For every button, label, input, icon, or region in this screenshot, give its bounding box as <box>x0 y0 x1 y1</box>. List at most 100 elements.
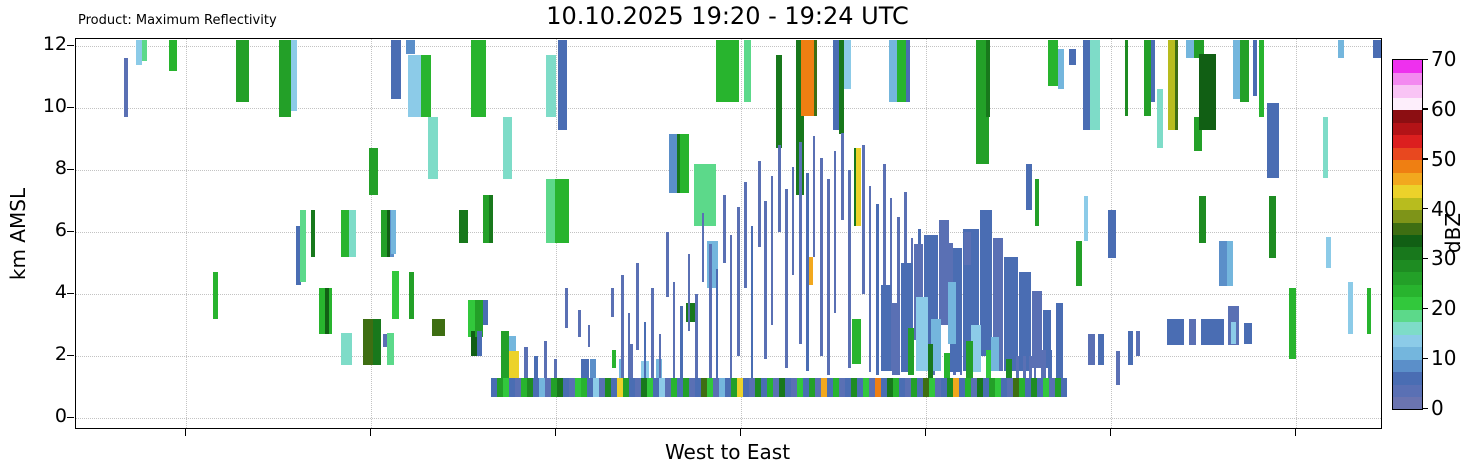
reflectivity-bar <box>1240 39 1249 102</box>
reflectivity-bar <box>964 232 971 265</box>
reflectivity-bar <box>1034 356 1036 378</box>
colorbar-segment <box>1393 321 1422 335</box>
reflectivity-bar <box>428 117 438 180</box>
ground-echo-cell <box>491 378 497 397</box>
reflectivity-bar <box>1128 331 1133 366</box>
y-tick-mark <box>67 230 74 232</box>
reflectivity-bar <box>1084 196 1088 242</box>
reflectivity-bar <box>1056 303 1063 379</box>
reflectivity-bar <box>1019 272 1031 372</box>
reflectivity-bar <box>475 300 483 338</box>
ground-echo-cell <box>809 378 815 397</box>
reflectivity-bar <box>142 39 147 62</box>
reflectivity-bar <box>986 39 990 118</box>
reflectivity-bar <box>694 163 716 226</box>
colorbar-segment <box>1393 246 1422 260</box>
x-gridline <box>186 39 187 428</box>
ground-echo-cell <box>665 378 671 397</box>
ground-echo-cell <box>839 378 845 397</box>
colorbar-segment <box>1393 271 1422 285</box>
reflectivity-bar <box>349 210 356 257</box>
reflectivity-bar <box>892 303 900 375</box>
colorbar-tick-mark <box>1422 407 1428 409</box>
colorbar-tick-label: 50 <box>1431 146 1457 171</box>
colorbar-tick-label: 70 <box>1431 47 1457 71</box>
reflectivity-bar <box>881 284 891 372</box>
reflectivity-bar <box>854 148 856 226</box>
reflectivity-bar <box>1151 39 1155 102</box>
reflectivity-bar <box>581 359 589 380</box>
reflectivity-bar <box>408 55 421 118</box>
ground-echo-cell <box>749 378 755 397</box>
reflectivity-bar <box>213 272 218 319</box>
reflectivity-bar <box>1029 356 1032 378</box>
ground-echo-cell <box>797 378 803 397</box>
ground-echo-cell <box>653 378 659 397</box>
reflectivity-bar <box>612 349 616 369</box>
colorbar-segment <box>1393 147 1422 161</box>
reflectivity-bar <box>1043 309 1051 369</box>
reflectivity-bar <box>311 210 315 257</box>
colorbar-segment <box>1393 209 1422 223</box>
colorbar-segment <box>1393 371 1422 385</box>
reflectivity-bar <box>976 39 989 164</box>
reflectivity-bar <box>1041 349 1046 379</box>
reflectivity-bar <box>279 39 291 118</box>
x-tick-mark <box>184 429 186 436</box>
reflectivity-bar <box>833 39 839 130</box>
ground-echo-cell <box>995 378 1001 397</box>
ground-echo-cell <box>689 378 695 397</box>
x-gridline <box>926 39 927 428</box>
y-gridline <box>76 294 1381 295</box>
colorbar-segment <box>1393 396 1422 410</box>
reflectivity-bar <box>296 225 301 285</box>
colorbar-tick-label: 0 <box>1431 396 1444 420</box>
reflectivity-bar <box>949 242 953 307</box>
reflectivity-bar <box>1259 39 1264 118</box>
y-tick-mark <box>67 44 74 46</box>
ground-echo-cell <box>569 378 575 397</box>
reflectivity-bar <box>1201 318 1224 346</box>
ground-echo-cell <box>767 378 773 397</box>
ground-echo-cell <box>617 378 623 397</box>
ground-echo-cell <box>599 378 605 397</box>
reflectivity-bar <box>792 166 794 276</box>
ground-echo-cell <box>989 378 995 397</box>
reflectivity-bar <box>799 142 802 344</box>
ground-echo-cell <box>869 378 875 397</box>
ground-echo-cell <box>1019 378 1025 397</box>
colorbar-segment <box>1393 197 1422 211</box>
x-tick-mark <box>554 429 556 436</box>
reflectivity-bar <box>1289 287 1296 360</box>
reflectivity-bar <box>319 287 325 335</box>
reflectivity-bar <box>669 134 679 194</box>
ground-echo-cell <box>551 378 557 397</box>
reflectivity-bar <box>1219 241 1227 287</box>
y-tick-mark <box>67 106 74 108</box>
ground-echo-cell <box>947 378 953 397</box>
reflectivity-bar <box>897 216 900 375</box>
reflectivity-bar <box>468 300 475 338</box>
reflectivity-bar <box>644 321 646 378</box>
reflectivity-bar <box>1199 196 1206 243</box>
colorbar-segment <box>1393 184 1422 198</box>
ground-echo-cell <box>539 378 545 397</box>
ground-echo-cell <box>1061 378 1067 397</box>
reflectivity-bar <box>808 256 813 285</box>
reflectivity-bar <box>801 39 814 116</box>
reflectivity-bar <box>827 179 830 375</box>
ground-echo-cell <box>731 378 737 397</box>
reflectivity-bar <box>839 39 844 135</box>
colorbar-tick-mark <box>1422 208 1428 210</box>
reflectivity-bar <box>680 134 689 194</box>
reflectivity-bar <box>1253 39 1257 96</box>
reflectivity-bar <box>931 318 941 372</box>
reflectivity-bar <box>862 145 865 294</box>
reflectivity-bar <box>744 182 747 288</box>
reflectivity-bar <box>771 176 773 325</box>
reflectivity-bar <box>1048 349 1052 379</box>
reflectivity-bar <box>716 269 718 378</box>
reflectivity-bar <box>1231 321 1236 344</box>
reflectivity-bar <box>329 287 332 335</box>
colorbar-segment <box>1393 60 1422 73</box>
